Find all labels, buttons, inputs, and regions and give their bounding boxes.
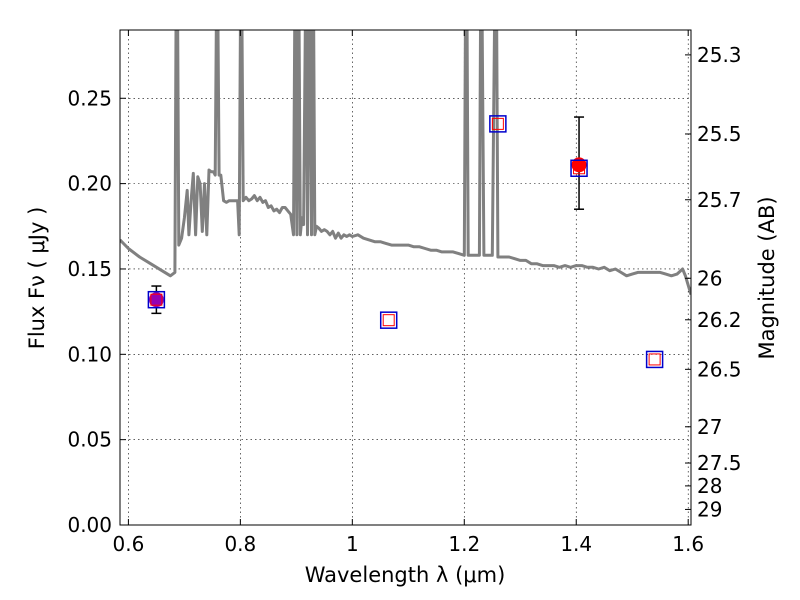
- y-tick-label: 0.15: [67, 257, 112, 281]
- y2-tick-label: 26.2: [697, 308, 742, 332]
- plot-background: [120, 30, 691, 525]
- y2-tick-label: 25.3: [697, 43, 742, 67]
- model-photometry-point-inner: [150, 293, 163, 306]
- x-axis: 0.6 0.8 1 1.2 1.4 1.6: [112, 30, 704, 556]
- y-axis-label: Flux Fν ( μJy ): [25, 207, 49, 350]
- y2-tick-label: 27.5: [697, 451, 742, 475]
- y2-tick-label: 25.7: [697, 188, 742, 212]
- spectrum-line: [120, 30, 691, 296]
- x-tick-label: 1.4: [560, 532, 592, 556]
- observed-point: [571, 157, 587, 173]
- model-photometry-point-inner: [491, 117, 504, 130]
- y-tick-label: 0.05: [67, 428, 112, 452]
- y2-tick-label: 26: [697, 266, 722, 290]
- y2-tick-label: 28: [697, 474, 722, 498]
- y2-tick-label: 29: [697, 497, 722, 521]
- x-tick-label: 1: [346, 532, 359, 556]
- x-tick-label: 0.6: [112, 532, 144, 556]
- observed-points: [148, 157, 587, 308]
- y-tick-label: 0.25: [67, 86, 112, 110]
- y-tick-label: 0.00: [67, 513, 112, 537]
- model-photometry-point-inner: [648, 353, 661, 366]
- x-tick-label: 0.8: [224, 532, 256, 556]
- y2-axis-label: Magnitude (AB): [755, 196, 779, 359]
- y2-tick-label: 25.5: [697, 122, 742, 146]
- y2-tick-label: 26.5: [697, 357, 742, 381]
- model-photometry-point: [147, 290, 166, 309]
- model-spectrum: [120, 30, 691, 296]
- observed-point: [148, 292, 164, 308]
- model-photometry-points: [147, 115, 664, 369]
- y2-tick-label: 27: [697, 415, 722, 439]
- model-photometry-point: [379, 311, 398, 329]
- model-photometry-point: [489, 115, 507, 133]
- model-photometry-point-inner: [573, 162, 586, 175]
- x-tick-label: 1.2: [448, 532, 480, 556]
- plot-frame: [119, 29, 692, 526]
- y-tick-label: 0.10: [67, 342, 112, 366]
- y-axis: 0.00 0.05 0.10 0.15 0.20 0.25: [67, 86, 126, 537]
- x-tick-label: 1.6: [672, 532, 704, 556]
- x-axis-label: Wavelength λ (μm): [305, 563, 506, 587]
- y-tick-label: 0.20: [67, 172, 112, 196]
- model-photometry-point: [645, 350, 664, 369]
- model-photometry-point: [570, 159, 588, 178]
- model-photometry-point-inner: [382, 314, 395, 327]
